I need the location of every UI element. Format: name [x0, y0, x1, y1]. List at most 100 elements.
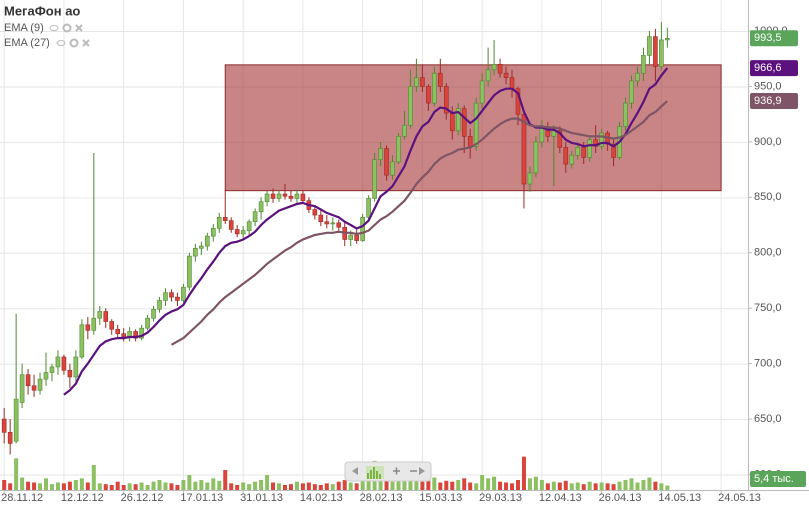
- candle-body: [43, 372, 49, 380]
- volume-bar: [282, 485, 287, 490]
- volume-bar: [569, 483, 574, 490]
- volume-bar: [533, 476, 538, 490]
- legend-close-icon[interactable]: [82, 39, 90, 47]
- legend-close-icon[interactable]: [75, 24, 83, 32]
- volume-bar: [623, 480, 628, 490]
- candle-body: [599, 132, 604, 147]
- candle-body: [25, 374, 31, 387]
- y-tick-label: 800,0: [754, 247, 782, 259]
- candle-body: [647, 36, 652, 56]
- volume-bar: [26, 481, 31, 490]
- volume-bar: [217, 480, 222, 490]
- volume-bar: [288, 484, 293, 490]
- volume-bar: [103, 484, 108, 490]
- candle-body: [67, 369, 73, 378]
- y-tick-label: 950,0: [754, 80, 782, 92]
- candle-body: [378, 148, 383, 160]
- candle-body: [324, 221, 330, 225]
- x-tick-label: 12.12.12: [61, 492, 104, 504]
- scroll-widget[interactable]: [344, 461, 432, 482]
- candle-body: [455, 108, 461, 132]
- candle-body: [240, 230, 246, 235]
- volume-bar: [557, 482, 562, 490]
- volume-bar: [438, 482, 443, 490]
- candle-body: [97, 311, 103, 319]
- candle-body: [7, 432, 13, 444]
- candle-body: [73, 356, 79, 378]
- candle-body: [372, 159, 377, 199]
- legend-eye-icon[interactable]: [56, 40, 66, 46]
- volume-bar: [277, 483, 282, 490]
- candle-body: [497, 63, 503, 74]
- candle-body: [85, 324, 91, 331]
- volume-bar: [599, 482, 604, 490]
- candle-body: [408, 86, 413, 126]
- candle-body: [252, 211, 258, 223]
- candle-body: [175, 296, 180, 301]
- legend-label: EMA (27): [4, 37, 50, 49]
- candle-body: [294, 193, 300, 199]
- volume-bar: [193, 481, 198, 490]
- scroll-right[interactable]: [419, 467, 425, 475]
- volume-bar: [109, 485, 114, 490]
- candle-body: [438, 72, 443, 87]
- volume-bar: [32, 482, 37, 490]
- candle-body: [246, 221, 252, 231]
- volume-bar: [211, 478, 216, 490]
- volume-bar: [330, 484, 335, 490]
- volume-bar: [539, 480, 544, 490]
- candle-body: [473, 102, 479, 147]
- candle-body: [479, 80, 485, 104]
- volume-bar: [175, 485, 180, 490]
- volume-bar: [157, 480, 162, 490]
- zoom-in[interactable]: [393, 467, 400, 475]
- candle-body: [581, 147, 587, 158]
- last-value-label: 966,6: [754, 62, 782, 74]
- volume-bar: [647, 477, 652, 490]
- volume-bar: [324, 483, 329, 490]
- volume-bar: [151, 481, 156, 490]
- candle-body: [432, 72, 437, 104]
- candle-body: [330, 222, 336, 225]
- last-value-labels: 993,5 966,6 936,9 5,4 тыс.: [750, 30, 806, 487]
- volume-bar: [300, 483, 305, 490]
- candle-body: [593, 139, 598, 147]
- candle-body: [115, 328, 120, 334]
- candle-body: [55, 356, 61, 368]
- scroll-left[interactable]: [352, 467, 358, 475]
- volume-bar: [581, 484, 586, 490]
- candle-body: [443, 86, 449, 114]
- legend-eye-icon[interactable]: [49, 25, 59, 31]
- candle-body: [49, 366, 55, 373]
- last-value-box: [750, 92, 798, 109]
- legend: МегаФон ао EMA (9) EMA (27): [4, 3, 90, 49]
- candle-body: [163, 292, 168, 301]
- volume-bar: [432, 477, 437, 490]
- volume-bar: [384, 480, 389, 490]
- legend-gear-icon[interactable]: [62, 23, 72, 33]
- volume-bar: [617, 481, 622, 490]
- volume-bar: [366, 480, 371, 490]
- x-tick-label: 29.03.13: [479, 492, 522, 504]
- volume-bar: [635, 482, 640, 490]
- volume-bar: [378, 475, 383, 490]
- candle-body: [360, 216, 365, 241]
- volume-bar: [44, 478, 49, 490]
- candle-body: [521, 113, 527, 185]
- volume-bar: [414, 476, 419, 490]
- volume-bar: [133, 484, 138, 490]
- legend-gear-icon[interactable]: [69, 38, 79, 48]
- candle-body: [210, 228, 216, 237]
- volume-bar: [8, 483, 13, 490]
- candle-body: [109, 321, 115, 330]
- y-tick-label: 700,0: [754, 358, 782, 370]
- volume-bar: [241, 482, 246, 490]
- volume-bar: [223, 470, 228, 490]
- volume-bar: [163, 482, 168, 490]
- candle-body: [228, 220, 234, 230]
- x-tick-label: 28.11.12: [1, 492, 43, 504]
- candle-body: [121, 333, 126, 338]
- volume-bar: [20, 477, 25, 490]
- candle-body: [288, 195, 294, 199]
